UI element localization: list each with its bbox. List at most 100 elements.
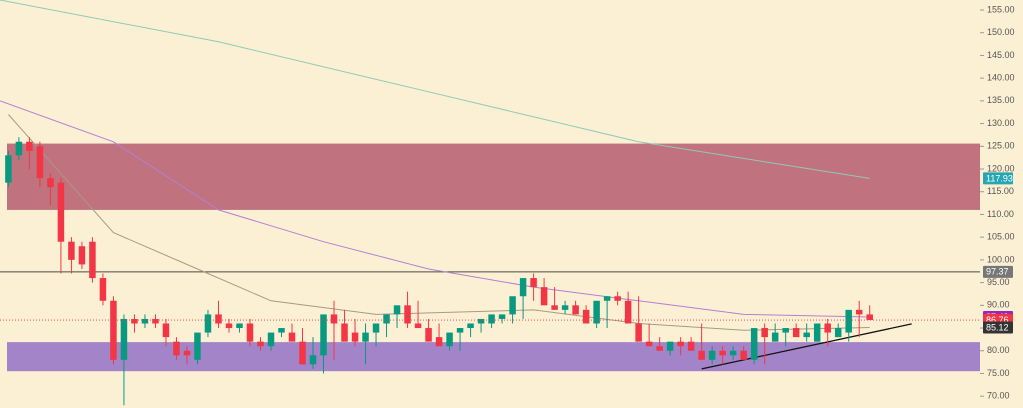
candle-body (740, 350, 747, 360)
candle-body (719, 350, 726, 356)
y-tick-label: 80.00 (987, 345, 1010, 355)
candle-body (225, 323, 233, 329)
y-tick-label: 110.00 (987, 209, 1014, 219)
candle-body (183, 350, 191, 356)
indicator-line (0, 0, 870, 179)
candle-body (141, 318, 149, 324)
zone (7, 342, 980, 372)
candle-body (110, 300, 117, 360)
candle-body (687, 341, 695, 351)
candle-body (645, 341, 653, 347)
candle-body (446, 332, 453, 347)
candle-body (372, 323, 380, 333)
candle-body (488, 314, 495, 324)
candle-body (131, 318, 138, 324)
candle-body (729, 350, 737, 356)
candle-body (36, 146, 44, 179)
candle-body (698, 350, 705, 360)
zone (7, 143, 980, 210)
indicator-line (701, 323, 912, 370)
candle-body (614, 296, 621, 301)
candle-body (57, 182, 65, 242)
candle-body (120, 318, 128, 360)
candle-body (540, 287, 548, 306)
candle-body (477, 318, 485, 324)
candle-body (341, 323, 348, 342)
price-label-box (983, 265, 1013, 278)
candle-body (351, 332, 359, 342)
candle-body (404, 305, 411, 324)
candle-body (782, 328, 789, 333)
y-tick-label: 120.00 (987, 163, 1015, 173)
candle-body (278, 328, 285, 333)
candle-body (498, 314, 506, 319)
candle-body (855, 309, 863, 315)
y-tick-label: 115.00 (987, 186, 1014, 196)
candle-body (215, 314, 222, 324)
candle-body (362, 332, 369, 342)
candle-body (845, 309, 852, 333)
candle-body (393, 305, 401, 315)
indicator-line (0, 100, 870, 318)
candle-body (435, 337, 443, 347)
candle-body (551, 305, 558, 310)
price-label: 97.37 (986, 267, 1009, 277)
candle-body (750, 328, 758, 360)
y-tick-label: 70.00 (987, 391, 1010, 401)
candle-body (414, 323, 422, 329)
candle-body (677, 341, 684, 347)
candle-body (803, 332, 810, 338)
y-tick-label: 140.00 (987, 73, 1015, 83)
candle-body (299, 341, 306, 365)
candle-body (5, 155, 12, 183)
price-label-box (983, 172, 1013, 185)
candle-body (467, 323, 474, 329)
price-label-box (983, 321, 1013, 334)
candle-body (530, 278, 537, 288)
candle-body (309, 355, 317, 365)
candle-body (89, 241, 96, 279)
candle-body (771, 332, 779, 342)
candle-body (572, 305, 579, 315)
candle-body (561, 305, 569, 310)
candle-body (834, 328, 842, 338)
candle-body (330, 314, 338, 324)
candle-body (194, 332, 201, 360)
y-tick-label: 100.00 (987, 254, 1015, 264)
candle-body (813, 323, 821, 342)
y-tick-label: 75.00 (987, 368, 1010, 378)
candle-body (246, 323, 254, 342)
candle-body (26, 141, 33, 151)
candle-body (761, 328, 768, 338)
candle-body (383, 314, 390, 324)
candle-body (68, 241, 75, 260)
candle-body (519, 278, 527, 297)
y-tick-label: 135.00 (987, 95, 1015, 105)
candle-body (288, 332, 296, 342)
candle-body (708, 350, 716, 360)
y-tick-label: 95.00 (987, 277, 1010, 287)
axis-strip (980, 0, 1023, 408)
y-tick-label: 105.00 (987, 232, 1015, 242)
y-tick-label: 125.00 (987, 141, 1015, 151)
candle-body (635, 323, 642, 342)
price-label: 117.93 (986, 173, 1013, 183)
candle-body (236, 323, 243, 329)
candle-body (603, 296, 611, 301)
candle-body (792, 328, 800, 338)
candle-body (267, 332, 275, 347)
candle-body (593, 300, 600, 324)
candle-body (824, 323, 831, 333)
candle-body (624, 300, 632, 324)
candle-body (162, 323, 170, 338)
candle-body (15, 141, 23, 156)
candle-body (582, 309, 590, 324)
y-tick-label: 150.00 (987, 27, 1015, 37)
y-tick-label: 145.00 (987, 50, 1015, 60)
y-tick-label: 155.00 (987, 4, 1015, 14)
indicator-line (8, 114, 870, 331)
candle-body (656, 346, 663, 351)
price-label: 86.76 (986, 315, 1009, 325)
